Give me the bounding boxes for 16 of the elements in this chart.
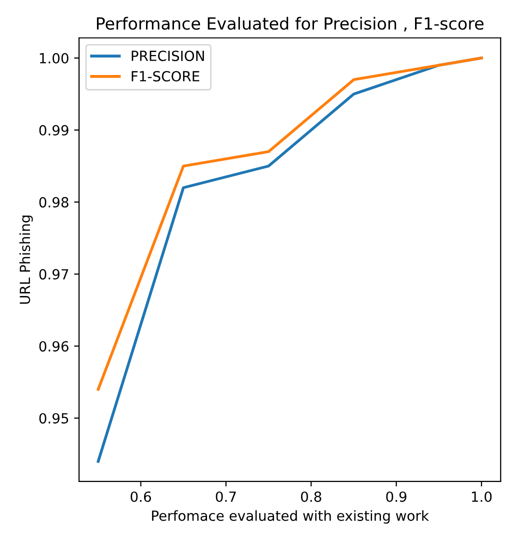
y-tick-label: 0.96	[39, 341, 68, 352]
x-tick-label: 1.0	[472, 491, 492, 502]
x-tick-label: 0.6	[130, 491, 151, 502]
x-tick-label: 0.8	[301, 491, 322, 502]
x-tick-label: 0.7	[216, 491, 236, 502]
y-tick-label: 0.99	[39, 125, 68, 136]
x-axis-title: Perfomace evaluated with existing work	[152, 510, 429, 524]
y-axis-title: URL Phishing	[19, 216, 33, 304]
legend-label: PRECISION	[132, 50, 204, 62]
y-tick-label: 0.95	[39, 413, 68, 424]
legend-label: F1-SCORE	[132, 71, 200, 82]
x-tick-label: 0.9	[386, 491, 406, 502]
y-tick-label: 1.00	[40, 53, 68, 64]
y-tick-label: 0.98	[39, 197, 68, 208]
chart-title: Performance Evaluated for Precision , F1-score	[96, 16, 484, 32]
y-tick-label: 0.97	[39, 269, 68, 280]
